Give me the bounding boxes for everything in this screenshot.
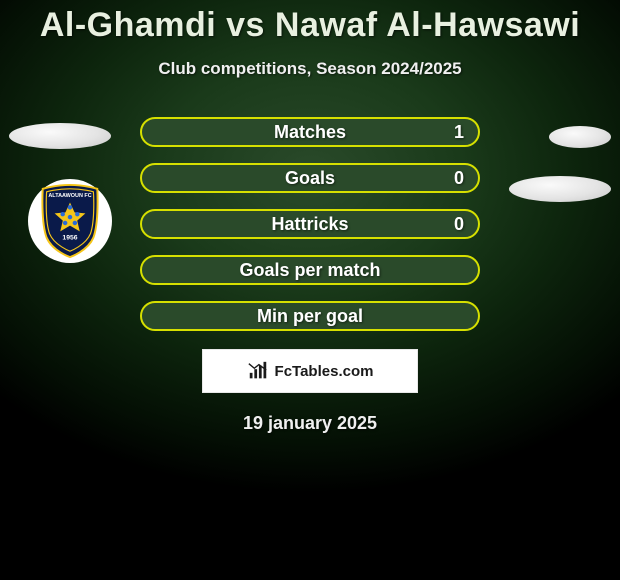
stat-bar-hattricks: Hattricks 0 [140,209,480,239]
stat-label: Matches [274,122,346,143]
fctables-link[interactable]: FcTables.com [202,349,418,393]
stat-label: Hattricks [271,214,348,235]
decorative-ellipse [549,126,611,148]
decorative-ellipse [509,176,611,202]
bar-chart-icon [247,360,269,382]
stat-bar-min-per-goal: Min per goal [140,301,480,331]
stat-bar-goals: Goals 0 [140,163,480,193]
page-title: Al-Ghamdi vs Nawaf Al-Hawsawi [0,0,620,45]
decorative-ellipse [9,123,111,149]
stat-right-value: 1 [454,122,464,143]
date-text: 19 january 2025 [0,413,620,434]
club-shield-icon: ALTAAWOUN FC 1956 [34,183,106,259]
badge-year: 1956 [62,235,77,242]
stat-label: Goals per match [239,260,380,281]
stat-right-value: 0 [454,168,464,189]
stat-bar-goals-per-match: Goals per match [140,255,480,285]
background: Al-Ghamdi vs Nawaf Al-Hawsawi Club compe… [0,0,620,580]
fctables-label: FcTables.com [275,363,374,380]
stat-label: Min per goal [257,306,363,327]
subtitle: Club competitions, Season 2024/2025 [0,59,620,79]
stat-label: Goals [285,168,335,189]
stat-bar-matches: Matches 1 [140,117,480,147]
club-badge: ALTAAWOUN FC 1956 [28,179,112,263]
stat-right-value: 0 [454,214,464,235]
badge-top-label: ALTAAWOUN FC [48,193,91,199]
